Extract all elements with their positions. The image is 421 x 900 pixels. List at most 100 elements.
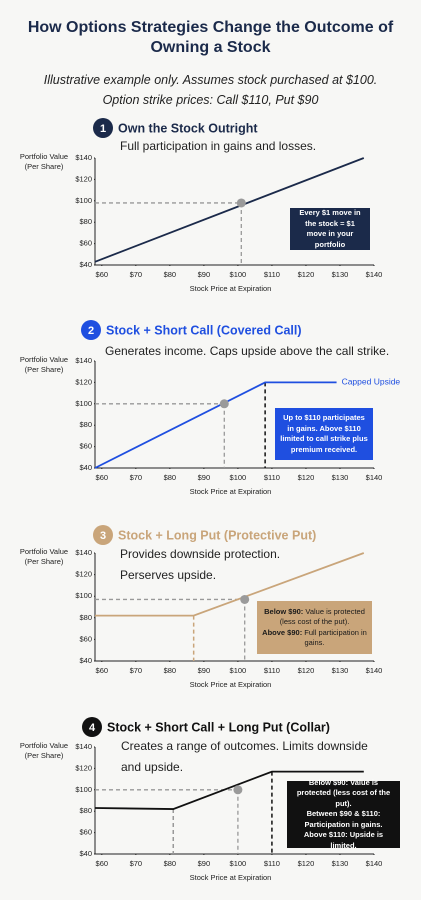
x-tick-label: $90: [198, 859, 211, 868]
x-tick-label: $70: [130, 473, 143, 482]
x-tick-label: $100: [230, 666, 247, 675]
x-tick-label: $140: [366, 473, 383, 482]
section-title: Stock + Long Put (Protective Put): [118, 528, 316, 542]
payoff-line: [94, 157, 365, 263]
step-badge: [93, 525, 113, 545]
x-tick-label: $120: [298, 666, 315, 675]
y-tick-label: $120: [75, 570, 92, 579]
x-tick-label: $130: [332, 473, 349, 482]
section-description: Perserves upside.: [120, 568, 216, 582]
section-title: Stock + Short Call (Covered Call): [106, 323, 302, 337]
marker-point: [236, 198, 246, 208]
x-tick-label: $110: [264, 859, 280, 868]
section-description: Creates a range of outcomes. Limits down…: [121, 739, 368, 753]
annotation-strong: Every $1 move in the stock = $1 move in …: [299, 208, 361, 249]
x-axis-label: Stock Price at Expiration: [190, 680, 272, 689]
y-tick-label: $60: [79, 634, 92, 643]
y-tick-label: $120: [75, 763, 92, 772]
annotation-strong: Below $90: Value is protected (less cost…: [296, 777, 391, 808]
annotation-line: Below $90: Value is protected (less cost…: [292, 778, 395, 810]
section-title: Stock + Short Call + Long Put (Collar): [107, 720, 330, 734]
y-tick-label: $100: [75, 196, 92, 205]
y-tick-label: $80: [79, 806, 92, 815]
step-number: 3: [100, 530, 106, 542]
x-tick-label: $110: [264, 666, 280, 675]
x-tick-label: $140: [366, 859, 383, 868]
subtitle-line: Illustrative example only. Assumes stock…: [43, 73, 378, 87]
x-tick-label: $100: [230, 270, 247, 279]
subtitle-line: Option strike prices: Call $110, Put $90: [102, 93, 319, 107]
x-tick-label: $90: [198, 270, 211, 279]
x-tick-label: $110: [264, 270, 280, 279]
y-tick-label: $100: [75, 785, 92, 794]
x-tick-label: $80: [164, 666, 177, 675]
annotation-strong: Between $90 & $110: Participation in gai…: [304, 809, 383, 829]
x-tick-label: $70: [130, 270, 143, 279]
step-number: 2: [88, 325, 94, 337]
y-tick-label: $120: [75, 377, 92, 386]
y-tick-label: $40: [79, 849, 92, 858]
y-tick-label: $60: [79, 239, 92, 248]
marker-point: [219, 399, 229, 409]
annotation-line: Below $90: Value is protected (less cost…: [262, 607, 367, 628]
y-tick-label: $140: [75, 153, 92, 162]
marker-point: [233, 785, 243, 795]
x-axis-label: Stock Price at Expiration: [190, 873, 272, 882]
y-tick-label: $60: [79, 442, 92, 451]
annotation-box: Up to $110 participates in gains. Above …: [275, 408, 373, 460]
x-tick-label: $130: [332, 270, 349, 279]
annotation-line: Every $1 move in the stock = $1 move in …: [295, 208, 365, 250]
payoff-line: [94, 770, 364, 810]
y-axis-label: Portfolio Value (Per Share): [19, 152, 69, 171]
section-description: and upside.: [121, 760, 183, 774]
marker-point: [240, 594, 250, 604]
annotation-line: Above $110: Upside is limited.: [292, 830, 395, 851]
y-axis-label: Portfolio Value (Per Share): [19, 355, 69, 374]
page-subtitle: Illustrative example only. Assumes stock…: [10, 70, 411, 110]
y-axis-label: Portfolio Value (Per Share): [19, 547, 69, 566]
x-tick-label: $80: [164, 270, 177, 279]
x-tick-label: $130: [332, 666, 349, 675]
y-tick-label: $100: [75, 399, 92, 408]
step-badge: [93, 118, 113, 138]
x-tick-label: $70: [130, 859, 143, 868]
x-tick-label: $140: [366, 666, 383, 675]
annotation-box: Every $1 move in the stock = $1 move in …: [290, 208, 370, 250]
section-description: Provides downside protection.: [120, 547, 280, 561]
x-tick-label: $70: [130, 666, 143, 675]
y-tick-label: $140: [75, 548, 92, 557]
series-label: Capped Upside: [342, 377, 401, 387]
y-tick-label: $140: [75, 742, 92, 751]
section-description: Full participation in gains and losses.: [120, 139, 316, 153]
x-tick-label: $60: [96, 666, 109, 675]
x-tick-label: $120: [298, 270, 315, 279]
y-tick-label: $120: [75, 174, 92, 183]
annotation-strong: Up to $110 participates in gains. Above …: [280, 413, 368, 454]
x-tick-label: $100: [230, 473, 247, 482]
x-axis-label: Stock Price at Expiration: [190, 284, 272, 293]
y-tick-label: $40: [79, 463, 92, 472]
step-number: 1: [100, 123, 106, 135]
y-tick-label: $40: [79, 656, 92, 665]
x-tick-label: $80: [164, 473, 177, 482]
step-badge: [82, 717, 102, 737]
y-tick-label: $140: [75, 356, 92, 365]
y-tick-label: $80: [79, 613, 92, 622]
annotation-line: Up to $110 participates in gains. Above …: [280, 413, 368, 455]
x-tick-label: $140: [366, 270, 383, 279]
step-badge: [81, 320, 101, 340]
y-axis-label: Portfolio Value (Per Share): [19, 741, 69, 760]
annotation-strong: Above $90:: [262, 627, 303, 637]
x-tick-label: $110: [264, 473, 280, 482]
annotation-line: Above $90: Full participation in gains.: [262, 628, 367, 649]
y-tick-label: $40: [79, 260, 92, 269]
x-tick-label: $60: [96, 473, 109, 482]
annotation-box: Below $90: Value is protected (less cost…: [287, 778, 400, 851]
x-tick-label: $80: [164, 859, 177, 868]
annotation-text: Full participation in gains.: [304, 627, 367, 648]
page-title: How Options Strategies Change the Outcom…: [27, 19, 394, 56]
x-tick-label: $120: [298, 859, 315, 868]
annotation-box: Below $90: Value is protected (less cost…: [257, 601, 372, 654]
